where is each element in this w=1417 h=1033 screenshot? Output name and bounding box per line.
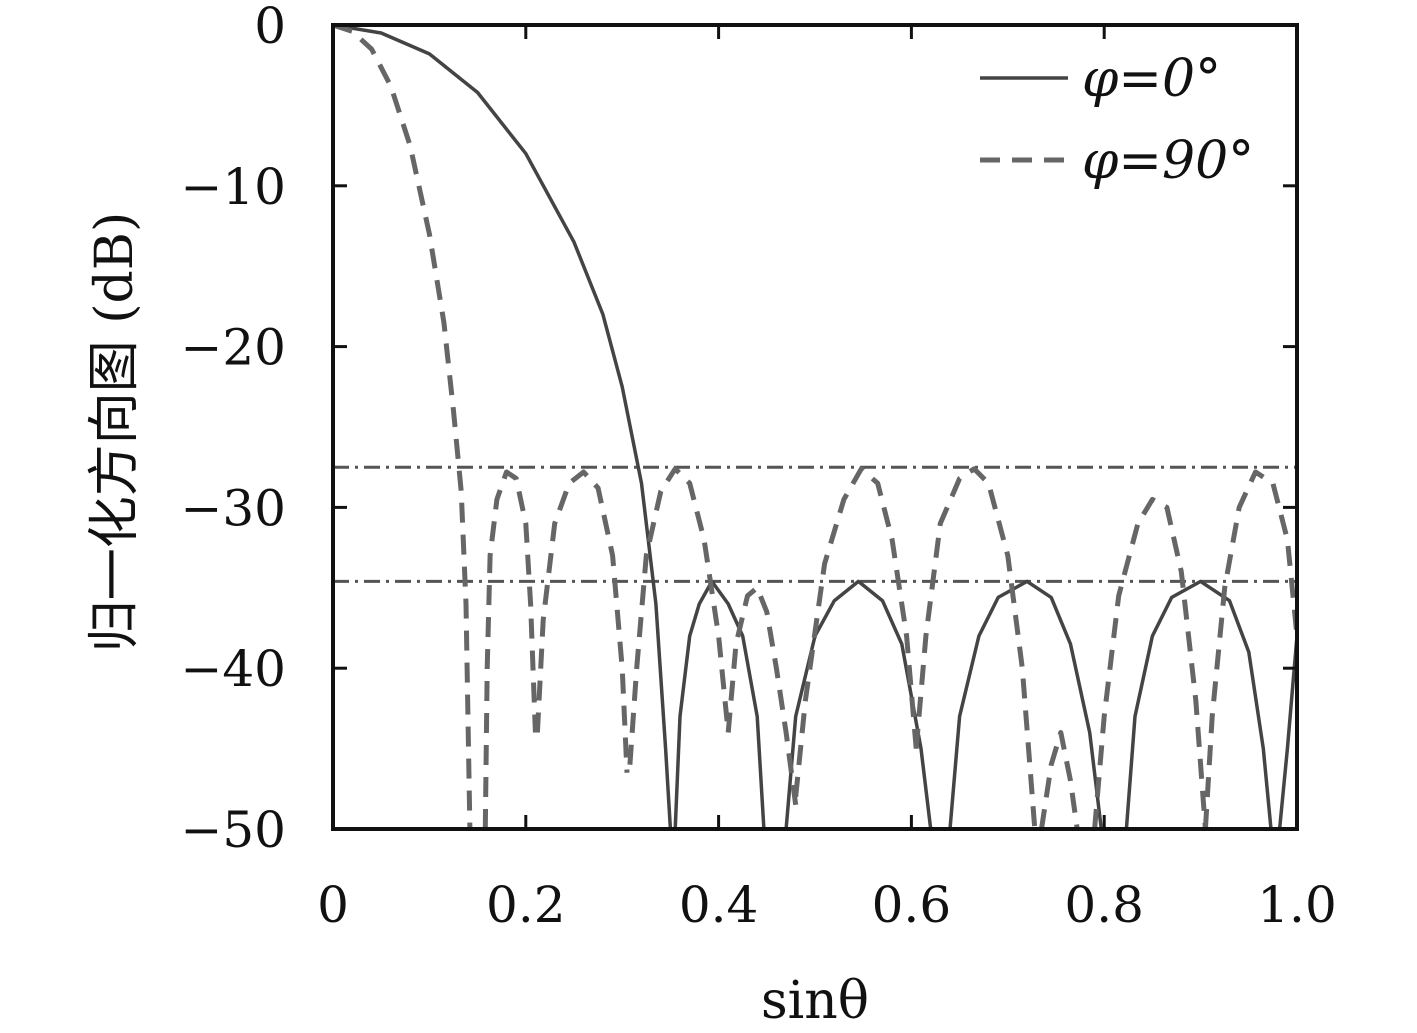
x-tick-label: 0.2 [486,876,566,934]
legend-label-phi-90: φ=90° [1082,131,1254,191]
x-tick-label: 1.0 [1257,876,1337,934]
y-tick-label: −20 [180,319,286,377]
legend-label-phi-0: φ=0° [1082,49,1221,109]
y-axis-title: 归一化方向图 (dB) [85,212,145,653]
axes [331,23,1299,831]
y-tick-label: 0 [254,0,286,55]
x-tick-label: 0.4 [679,876,759,934]
x-axis-title: sinθ [761,971,869,1028]
tick-labels: 0 0.2 0.4 0.6 0.8 1.0 0 −10 −20 −30 −40 −50 sinθ 归一化方… [85,0,1337,1031]
plot-frame [331,23,1299,831]
series-line-phi-90 [333,25,1297,829]
y-tick-label: −40 [180,640,286,698]
y-tick-label: −30 [180,479,286,537]
y-tick-label: −10 [180,158,286,216]
x-tick-label: 0 [317,876,349,934]
legend: φ=0° φ=90° [980,49,1254,191]
series-lines [333,25,1297,829]
x-tick-label: 0.8 [1064,876,1144,934]
y-tick-label: −50 [180,801,286,859]
reference-lines [333,465,1297,583]
x-tick-label: 0.6 [872,876,952,934]
